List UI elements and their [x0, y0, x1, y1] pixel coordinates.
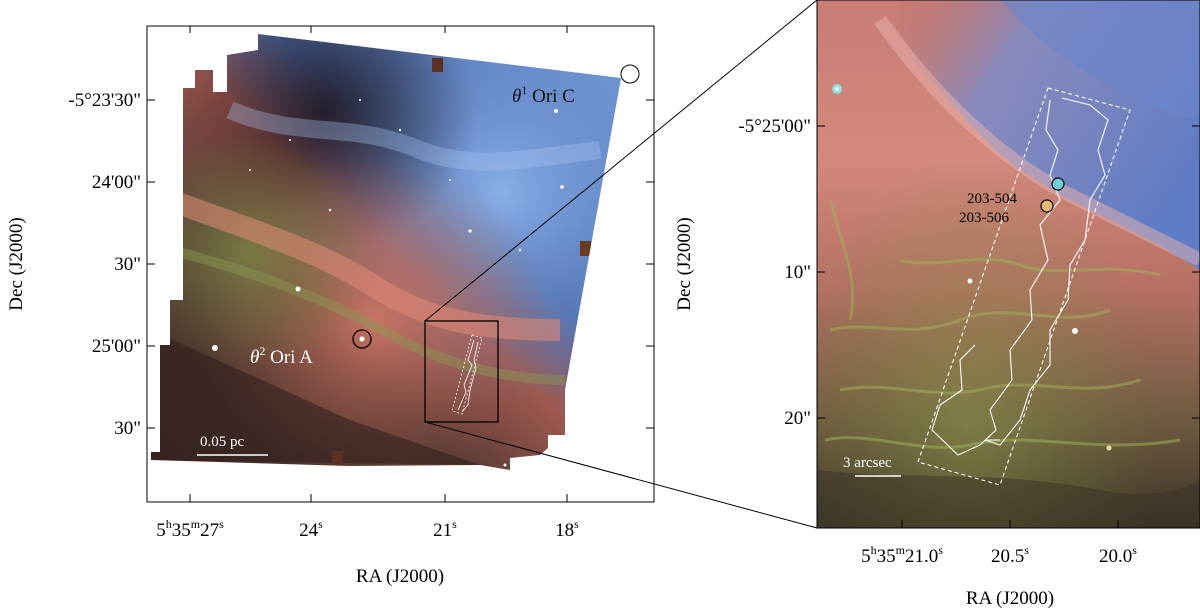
theta2-ori-a-label: θ2 Ori A [250, 344, 313, 368]
right-x-axis-label: RA (J2000) [966, 588, 1054, 609]
right-xtick-2: 20.0s [1099, 543, 1137, 567]
theta1-ori-c-marker [620, 64, 640, 84]
right-xtick-0: 5h35m21.0s [861, 543, 943, 567]
left-ytick-0: -5°23'30" [68, 90, 141, 111]
source-203-506-label: 203-506 [959, 210, 1009, 226]
right-ytick-1: 10" [784, 262, 811, 283]
left-xtick-3: 18s [555, 517, 579, 541]
left-x-axis-label: RA (J2000) [356, 566, 444, 587]
right-xtick-1: 20.5s [991, 543, 1029, 567]
left-ytick-4: 30" [114, 418, 141, 439]
right-ytick-0: -5°25'00" [738, 116, 811, 137]
source-203-504-label: 203-504 [967, 191, 1017, 207]
source-203-504-marker [1051, 177, 1065, 191]
right-slit-footprint [917, 87, 1131, 486]
right-tick-marks [817, 125, 1200, 528]
theta1-ori-c-label: θ1 Ori C [512, 83, 575, 107]
left-ytick-3: 25'00" [92, 336, 141, 357]
zoom-connector-lines [424, 0, 818, 529]
right-scale-bar-label: 3 arcsec [843, 455, 892, 471]
left-tick-marks [147, 26, 654, 502]
zoom-region-box [424, 320, 499, 423]
source-203-506-marker [1040, 199, 1054, 213]
left-y-axis-label: Dec (J2000) [6, 217, 27, 310]
left-panel: θ1 Ori C θ2 Ori A 0.05 pc [6, 25, 655, 587]
right-axes-frame [816, 0, 1200, 529]
right-y-axis-label: Dec (J2000) [674, 217, 695, 310]
left-xtick-1: 24s [299, 517, 323, 541]
right-panel: 203-504 203-506 3 arcsec -5°25'00" 10" 2… [674, 0, 1200, 609]
left-ytick-1: 24'00" [92, 172, 141, 193]
left-ytick-2: 30" [114, 254, 141, 275]
right-ytick-2: 20" [784, 408, 811, 429]
left-slit-footprint [451, 334, 483, 415]
right-nebula-image [817, 0, 1200, 528]
theta2-ori-a-marker [352, 329, 372, 349]
left-xtick-2: 21s [433, 517, 457, 541]
left-scale-bar-label: 0.05 pc [200, 434, 245, 450]
left-nebula-image [151, 34, 621, 470]
left-xtick-0: 5h35m27s [156, 517, 224, 541]
